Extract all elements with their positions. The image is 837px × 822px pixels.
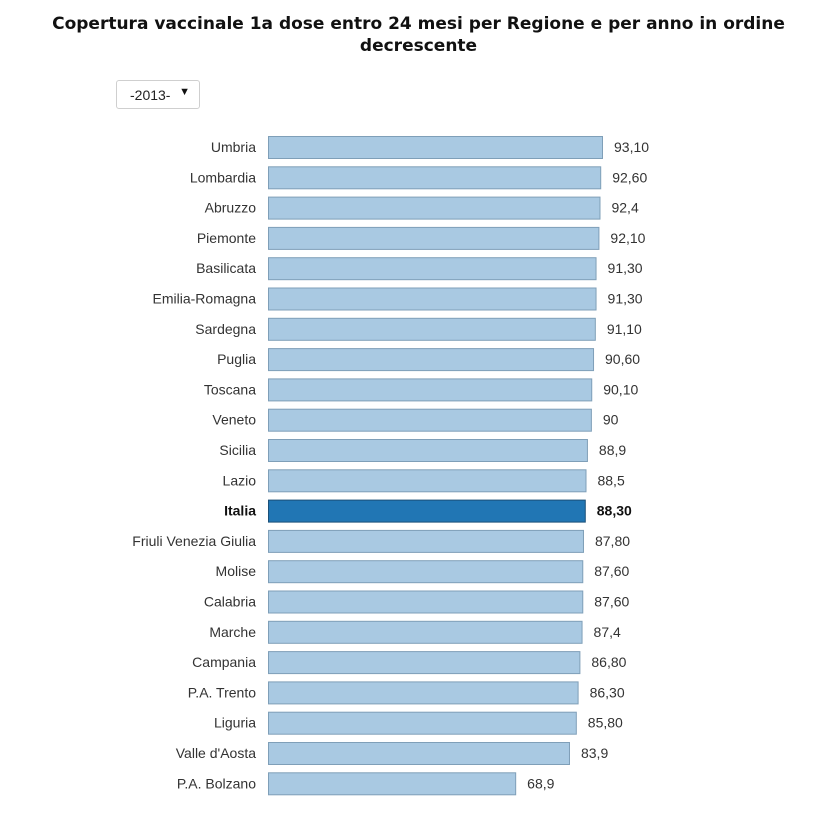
category-label-campania: Campania [192,654,256,670]
category-label-veneto: Veneto [212,412,256,428]
year-select-value: -2013- [130,87,171,103]
category-label-valle-d-aosta: Valle d'Aosta [176,745,256,761]
bar-italia[interactable] [268,499,586,523]
bar-liguria[interactable] [268,711,577,735]
value-label-toscana: 90,10 [603,381,638,397]
bar-basilicata[interactable] [268,257,597,281]
value-label-marche: 87,4 [594,624,621,640]
category-label-sardegna: Sardegna [195,321,256,337]
bar-calabria[interactable] [268,590,584,614]
value-label-sicilia: 88,9 [599,442,626,458]
bar-sicilia[interactable] [268,439,588,462]
category-label-abruzzo: Abruzzo [205,200,257,216]
value-label-valle-d-aosta: 83,9 [581,745,608,761]
category-label-sicilia: Sicilia [219,442,256,458]
bar-sardegna[interactable] [268,317,596,341]
value-label-italia: 88,30 [597,503,632,519]
category-label-p-a-bolzano: P.A. Bolzano [177,775,256,791]
category-label-friuli-venezia-giulia: Friuli Venezia Giulia [132,533,256,549]
value-label-basilicata: 91,30 [608,260,643,276]
value-label-piemonte: 92,10 [610,230,645,246]
chart-title: Copertura vaccinale 1a dose entro 24 mes… [52,14,785,56]
category-label-puglia: Puglia [217,351,256,367]
category-label-molise: Molise [216,563,257,579]
category-label-umbria: Umbria [211,139,256,155]
bar-valle-d-aosta[interactable] [268,742,570,765]
value-label-emilia-romagna: 91,30 [608,291,643,307]
value-label-liguria: 85,80 [588,715,623,731]
value-label-p-a-trento: 86,30 [590,684,625,700]
value-label-lombardia: 92,60 [612,169,647,185]
bar-molise[interactable] [268,560,584,584]
category-label-lombardia: Lombardia [190,169,256,185]
category-label-lazio: Lazio [223,472,257,488]
bar-campania[interactable] [268,651,581,675]
category-label-marche: Marche [209,624,256,640]
bar-friuli-venezia-giulia[interactable] [268,529,584,553]
value-label-umbria: 93,10 [614,139,649,155]
bar-abruzzo[interactable] [268,196,601,220]
value-label-p-a-bolzano: 68,9 [527,775,554,791]
bar-umbria[interactable] [268,136,603,159]
bar-p-a-trento[interactable] [268,681,579,705]
value-label-calabria: 87,60 [594,594,629,610]
value-label-lazio: 88,5 [597,472,624,488]
value-label-friuli-venezia-giulia: 87,80 [595,533,630,549]
category-label-liguria: Liguria [214,715,256,731]
value-label-molise: 87,60 [594,563,629,579]
category-label-piemonte: Piemonte [197,230,256,246]
bar-puglia[interactable] [268,348,595,372]
category-label-toscana: Toscana [204,381,256,397]
category-label-basilicata: Basilicata [196,260,256,276]
chevron-down-icon: ▼ [179,86,190,98]
value-label-puglia: 90,60 [605,351,640,367]
bar-marche[interactable] [268,620,583,644]
bar-p-a-bolzano[interactable] [268,772,517,796]
bar-piemonte[interactable] [268,226,600,250]
bar-veneto[interactable] [268,408,592,432]
bar-lazio[interactable] [268,469,587,493]
category-label-p-a-trento: P.A. Trento [188,684,256,700]
bar-toscana[interactable] [268,378,593,402]
category-label-italia: Italia [224,503,256,519]
bar-lombardia[interactable] [268,166,602,190]
value-label-campania: 86,80 [591,654,626,670]
bar-emilia-romagna[interactable] [268,287,597,311]
year-select[interactable]: -2013- ▼ [116,80,200,109]
value-label-sardegna: 91,10 [607,321,642,337]
category-label-emilia-romagna: Emilia-Romagna [153,291,257,307]
value-label-abruzzo: 92,4 [611,200,638,216]
value-label-veneto: 90 [603,412,619,428]
category-label-calabria: Calabria [204,594,256,610]
